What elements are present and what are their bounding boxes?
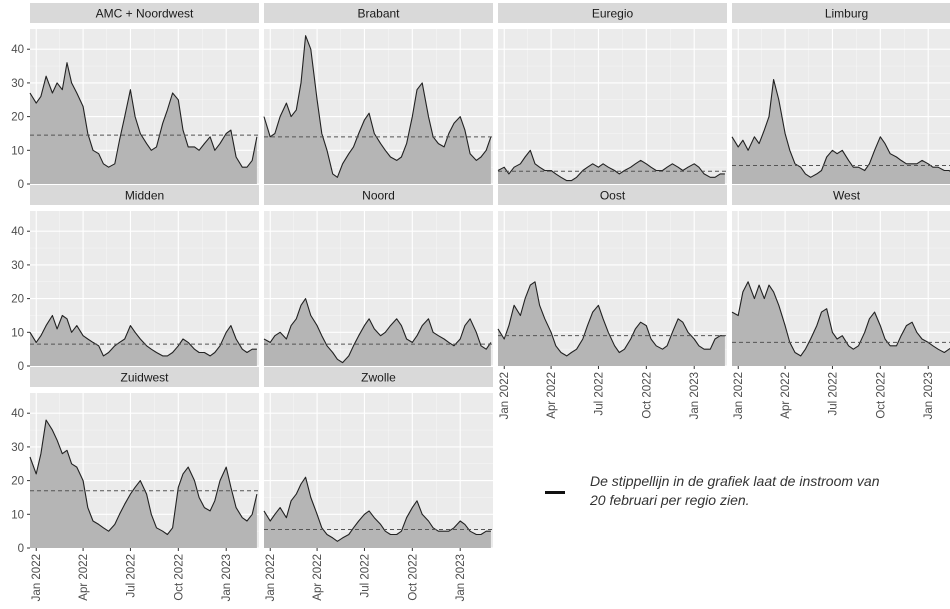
x-tick-label-apr-2022: Apr 2022 (780, 372, 792, 419)
series-area-euregio (498, 150, 725, 184)
y-tick-label-30: 30 (11, 260, 24, 272)
annotation-line-1: De stippellijn in de grafiek laat de ins… (590, 473, 880, 489)
facet-oost: Oost Jan 2022 Apr 2022 Jul 2022 Oct 2022 Jan … (497, 185, 727, 419)
y-tick-label-0: 0 (18, 361, 24, 373)
facet-zuidwest: Zuidwest 0 10 20 30 40 Jan 2022 Apr 2022 Jul 202… (11, 367, 259, 601)
y-tick-label-10: 10 (11, 145, 24, 157)
facet-euregio: Euregio (497, 3, 727, 185)
y-tick-label-40: 40 (11, 44, 24, 56)
series-area-amc-noordwest (30, 62, 257, 185)
x-tick-label-jul-2022: Jul 2022 (359, 554, 371, 597)
x-tick-label-oct-2022: Oct 2022 (173, 554, 185, 601)
series-line-limburg (731, 78, 950, 178)
x-tick-label-jan-2022: Jan 2022 (265, 554, 277, 601)
series-line-noord (263, 298, 492, 364)
x-tick-label-oct-2022: Oct 2022 (875, 372, 887, 419)
facet-title-oost: Oost (600, 189, 626, 203)
x-tick-label-jan-2023: Jan 2023 (221, 554, 233, 601)
facet-title-zuidwest: Zuidwest (120, 371, 169, 385)
y-tick-label-30: 30 (11, 442, 24, 454)
y-tick-label-30: 30 (11, 78, 24, 90)
facet-midden: Midden 0 10 20 30 40 (11, 185, 259, 373)
y-tick-label-40: 40 (11, 226, 24, 238)
x-tick-label-oct-2022: Oct 2022 (641, 372, 653, 419)
y-tick-label-0: 0 (18, 543, 24, 555)
series-area-zuidwest (30, 420, 257, 548)
x-tick-label-jan-2023: Jan 2023 (923, 372, 935, 419)
x-tick-label-jan-2022: Jan 2022 (733, 372, 745, 419)
facet-west: West Jan 2022 Apr 2022 Jul 2022 Oct 2022 Jan … (731, 185, 950, 419)
facet-title-noord: Noord (362, 189, 395, 203)
facet-limburg: Limburg (731, 3, 950, 185)
facet-strip-zuidwest (30, 367, 259, 387)
facet-title-midden: Midden (125, 189, 164, 203)
x-tick-label-oct-2022: Oct 2022 (407, 554, 419, 601)
annotation-line-2: 20 februari per regio zien. (590, 492, 750, 508)
series-line-oost (497, 281, 725, 357)
facet-strip-limburg (732, 3, 950, 23)
series-line-zuidwest (29, 419, 258, 536)
x-tick-label-jan-2022: Jan 2022 (499, 372, 511, 419)
series-line-euregio (497, 149, 725, 182)
y-tick-label-40: 40 (11, 408, 24, 420)
facet-title-limburg: Limburg (825, 7, 868, 21)
y-tick-label-20: 20 (11, 294, 24, 306)
y-tick-label-20: 20 (11, 476, 24, 488)
series-area-west (732, 281, 950, 366)
facet-strip-oost (498, 185, 727, 205)
x-tick-label-apr-2022: Apr 2022 (546, 372, 558, 419)
series-line-west (731, 281, 950, 357)
facet-strip-noord (264, 185, 493, 205)
x-tick-label-jan-2022: Jan 2022 (31, 554, 43, 601)
facet-brabant: Brabant (263, 3, 493, 185)
facet-amc-noordwest: AMC + Noordwest 0 10 20 30 40 (11, 3, 259, 191)
series-line-zwolle (263, 476, 491, 542)
series-area-midden (30, 315, 257, 366)
facet-title-euregio: Euregio (592, 7, 634, 21)
series-area-zwolle (264, 477, 491, 548)
panel-background-euregio (498, 29, 727, 184)
x-tick-label-jan-2023: Jan 2023 (689, 372, 701, 419)
series-line-brabant (263, 35, 492, 178)
x-tick-label-jul-2022: Jul 2022 (125, 554, 137, 597)
facet-title-brabant: Brabant (357, 7, 400, 21)
y-tick-label-0: 0 (18, 179, 24, 191)
facet-strip-zwolle (264, 367, 493, 387)
series-area-limburg (732, 79, 950, 184)
y-tick-label-20: 20 (11, 112, 24, 124)
facet-title-amc-noordwest: AMC + Noordwest (96, 7, 194, 21)
facet-strip-west (732, 185, 950, 205)
series-line-amc-noordwest (29, 62, 258, 168)
facet-strip-amc-noordwest (30, 3, 259, 23)
facet-noord: Noord (263, 185, 493, 367)
series-area-noord (264, 298, 491, 366)
x-tick-label-jan-2023: Jan 2023 (455, 554, 467, 601)
facet-strip-midden (30, 185, 259, 205)
x-tick-label-jul-2022: Jul 2022 (593, 372, 605, 415)
reference-line-legend-key (545, 491, 565, 494)
series-area-oost (498, 281, 725, 366)
x-tick-label-jul-2022: Jul 2022 (827, 372, 839, 415)
facet-strip-brabant (264, 3, 493, 23)
series-area-brabant (264, 35, 491, 185)
facet-title-west: West (833, 189, 861, 203)
facet-zwolle: Zwolle Jan 2022 Apr 2022 Jul 2022 Oct 2022 Ja… (263, 367, 493, 601)
y-tick-label-10: 10 (11, 509, 24, 521)
y-tick-label-10: 10 (11, 327, 24, 339)
facet-title-zwolle: Zwolle (361, 371, 396, 385)
x-tick-label-apr-2022: Apr 2022 (312, 554, 324, 601)
facet-strip-euregio (498, 3, 727, 23)
x-tick-label-apr-2022: Apr 2022 (78, 554, 90, 601)
series-line-midden (29, 314, 257, 357)
chart-annotation: De stippellijn in de grafiek laat de ins… (590, 472, 945, 510)
